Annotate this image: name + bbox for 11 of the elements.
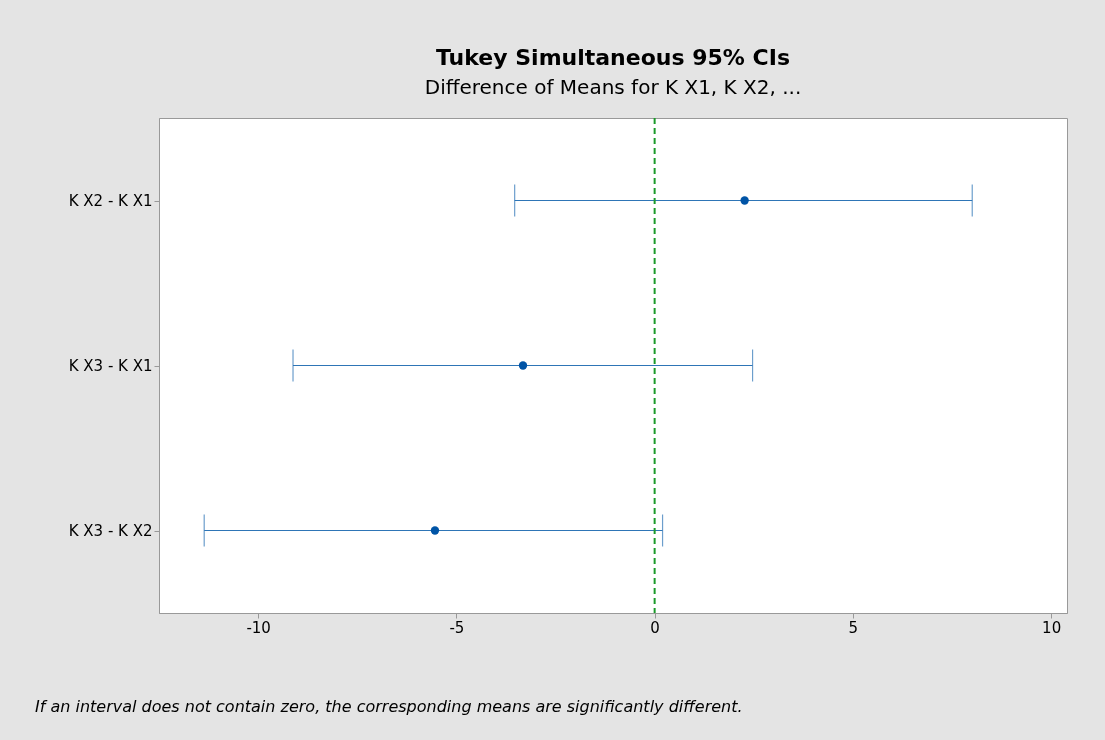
text: If an interval does not contain zero, the corresponding means are significantly different. <box>35 697 743 716</box>
chart-title: Tukey Simultaneous 95% CIs <box>436 45 790 70</box>
x-tick-label: 0 <box>650 618 660 637</box>
x-tick-label: -10 <box>246 618 271 637</box>
x-tick-label: 10 <box>1042 618 1062 637</box>
y-tick-label: K X3 - K X2 <box>68 522 153 540</box>
y-tick-label: K X3 - K X1 <box>68 357 153 375</box>
x-tick-label: -5 <box>449 618 465 637</box>
x-tick-label: 5 <box>848 618 859 637</box>
chart-subtitle: Difference of Means for K X1, K X2, ... <box>424 75 802 99</box>
y-tick-label: K X2 - K X1 <box>68 192 153 210</box>
